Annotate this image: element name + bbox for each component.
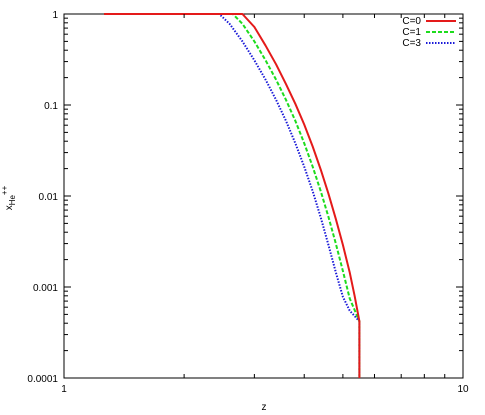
- legend-label: C=0: [402, 16, 421, 27]
- y-axis-label-sup: ++: [0, 185, 9, 195]
- y-tick-label: 0.0001: [27, 374, 58, 385]
- series-line-c-1: [104, 13, 361, 378]
- x-tick-label: 1: [61, 384, 67, 395]
- legend-label: C=1: [402, 27, 421, 38]
- y-tick-label: 0.01: [39, 192, 59, 203]
- x-tick-label: 10: [457, 384, 469, 395]
- plot-area: [63, 13, 464, 379]
- x-axis-label: z: [262, 402, 267, 413]
- y-tick-label: 1: [52, 10, 58, 21]
- y-axis-label: xHe++: [0, 185, 17, 210]
- legend: C=0C=1C=3: [402, 16, 456, 49]
- y-tick-label: 0.1: [44, 101, 58, 112]
- y-axis-label-sub: He: [8, 195, 17, 206]
- y-tick-label: 0.001: [33, 283, 58, 294]
- series-layer: [104, 13, 361, 378]
- y-axis-label-base: x: [4, 205, 15, 210]
- series-line-c-0: [104, 13, 361, 378]
- legend-label: C=3: [402, 38, 421, 49]
- series-line-c-3: [104, 13, 361, 378]
- plot-frame: [63, 13, 464, 379]
